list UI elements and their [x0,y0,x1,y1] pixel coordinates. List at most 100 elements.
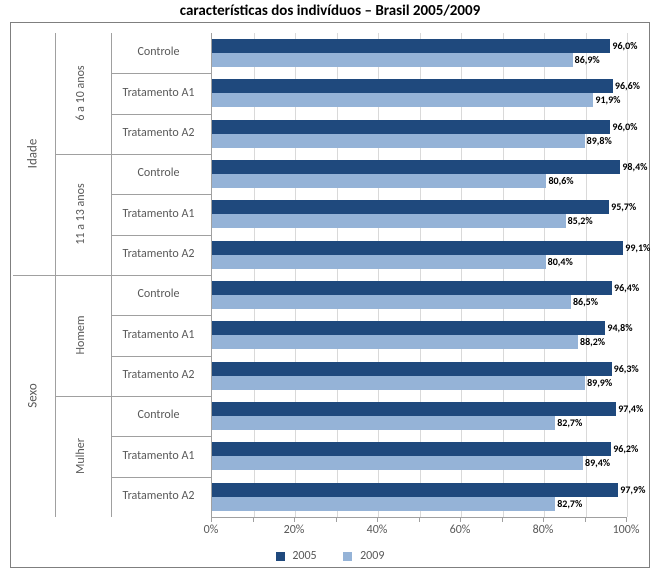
plot-area: 96,0%86,9%96,6%91,9%96,0%89,8%98,4%80,6%… [211,33,626,517]
bar-row: 97,4%82,7% [212,396,626,436]
category-label: Tratamento A1 [111,328,206,342]
x-minor-tick [419,517,420,522]
subgroup-label: 11 a 13 anos [74,174,88,254]
x-minor-tick [253,517,254,522]
x-tick-label: 100% [606,523,646,537]
bar-value-2009: 80,4% [548,255,573,269]
x-tick-mark [460,517,461,522]
x-tick-label: 60% [440,523,480,537]
page-root: características dos indivíduos – Brasil … [0,0,660,576]
row-tick [111,114,211,115]
x-tick-mark [626,517,627,522]
row-tick [111,73,211,74]
chart-frame: 96,0%86,9%96,6%91,9%96,0%89,8%98,4%80,6%… [10,22,650,568]
bar-row: 98,4%80,6% [212,154,626,194]
legend-swatch-2005 [276,552,285,561]
bar-value-2009: 89,9% [587,376,612,390]
bar-row: 97,9%82,7% [212,477,626,517]
bar-value-2009: 82,7% [557,497,582,511]
bar-2009 [212,174,546,188]
group-divider [13,275,211,276]
subgroup-divider [56,396,211,397]
category-label: Controle [111,287,206,301]
bar-row: 95,7%85,2% [212,194,626,234]
bar-value-2009: 86,9% [575,53,600,67]
x-tick-label: 40% [357,523,397,537]
subgroup-label: Mulher [74,416,88,496]
bar-2009 [212,93,593,107]
bar-2005 [212,442,611,456]
bar-2005 [212,483,618,497]
bar-value-2005: 97,9% [620,483,645,497]
bar-2009 [212,335,578,349]
category-label: Tratamento A2 [111,126,206,140]
row-tick [111,477,211,478]
bar-2009 [212,497,555,511]
legend-label-2009: 2009 [360,549,384,563]
bar-value-2005: 98,4% [622,160,647,174]
bar-2005 [212,402,616,416]
bar-row: 96,3%89,9% [212,356,626,396]
category-label: Tratamento A1 [111,86,206,100]
bar-value-2005: 96,3% [614,362,639,376]
bar-row: 94,8%88,2% [212,315,626,355]
bar-2005 [212,321,605,335]
bar-2005 [212,362,612,376]
bar-value-2005: 97,4% [618,402,643,416]
x-tick-mark [377,517,378,522]
bar-row: 96,6%91,9% [212,73,626,113]
bar-2005 [212,160,620,174]
bar-row: 96,2%89,4% [212,436,626,476]
category-label: Controle [111,408,206,422]
legend-label-2005: 2005 [292,549,316,563]
bar-value-2005: 96,6% [615,79,640,93]
x-tick-mark [211,517,212,522]
bar-2009 [212,214,566,228]
bar-value-2005: 96,2% [613,442,638,456]
group-label: Sexo [26,366,41,426]
bar-value-2005: 99,1% [625,241,650,255]
bar-value-2009: 88,2% [580,335,605,349]
x-tick-mark [543,517,544,522]
bar-value-2009: 85,2% [568,214,593,228]
bar-row: 96,0%89,8% [212,114,626,154]
bar-value-2005: 96,4% [614,281,639,295]
bar-value-2009: 80,6% [548,174,573,188]
bar-value-2009: 89,8% [587,134,612,148]
bar-value-2005: 96,0% [612,120,637,134]
subgroup-label: 6 a 10 anos [74,53,88,133]
x-tick-label: 20% [274,523,314,537]
x-minor-tick [336,517,337,522]
legend-item-2009: 2009 [343,549,384,563]
bar-2005 [212,120,610,134]
bar-value-2009: 89,4% [585,456,610,470]
bar-2005 [212,200,609,214]
y-axis-col-divider [55,33,56,517]
category-label: Tratamento A2 [111,368,206,382]
subgroup-divider [56,154,211,155]
legend-swatch-2009 [343,552,352,561]
bar-2009 [212,295,571,309]
category-label: Controle [111,45,206,59]
category-label: Controle [111,166,206,180]
row-tick [111,315,211,316]
row-tick [111,356,211,357]
row-tick [111,436,211,437]
x-tick-label: 80% [523,523,563,537]
legend-item-2005: 2005 [276,549,317,563]
x-minor-tick [502,517,503,522]
row-tick [111,235,211,236]
bar-value-2005: 94,8% [607,321,632,335]
category-label: Tratamento A1 [111,207,206,221]
category-label: Tratamento A2 [111,247,206,261]
bar-2009 [212,53,573,67]
row-tick [111,194,211,195]
legend: 2005 2009 [11,549,649,563]
bar-value-2005: 95,7% [611,200,636,214]
bar-2009 [212,255,546,269]
x-tick-label: 0% [191,523,231,537]
x-minor-tick [585,517,586,522]
y-axis-col-divider [111,33,112,517]
bar-2005 [212,39,610,53]
chart-title: características dos indivíduos – Brasil … [0,2,660,20]
